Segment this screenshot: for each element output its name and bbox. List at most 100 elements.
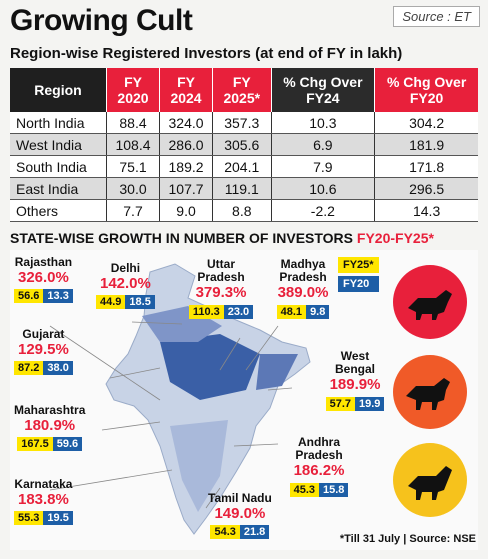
cell-chg24: 6.9 [270,133,375,156]
cell-chg20: 171.8 [374,155,478,178]
cell-region: Others [10,199,107,222]
header-fy2020: FY 2020 [105,68,160,112]
leader-line [233,443,279,447]
state-growth-pct: 186.2% [293,462,345,480]
bull-icon [393,265,467,339]
state-card-gujarat: Gujarat 129.5% 87.2 38.0 [14,327,73,376]
state-growth-pct: 149.0% [214,505,266,523]
table-row: South India 75.1 189.2 204.1 7.9 171.8 [10,155,478,178]
section-title-main: STATE-WISE GROWTH IN NUMBER OF INVESTORS [10,230,357,246]
cell-chg20: 14.3 [374,199,478,222]
cell-fy2020: 108.4 [105,133,160,156]
cell-fy2024: 286.0 [159,133,213,156]
fy25-value: 54.3 [210,525,240,540]
cell-fy2025: 119.1 [212,177,271,200]
fy25-value: 167.5 [17,437,53,452]
cell-chg20: 296.5 [374,177,478,200]
state-name: Karnataka [14,477,73,491]
fy25-value: 87.2 [14,361,44,376]
cell-fy2024: 189.2 [159,155,213,178]
state-name: Uttar Pradesh [197,257,245,285]
state-name: Delhi [110,261,141,275]
fy20-value: 18.5 [125,295,155,310]
fy25-value: 48.1 [276,304,307,319]
leader-line [245,325,279,371]
header-fy2025: FY 2025* [212,68,271,112]
header-chg-fy24: % Chg Over FY24 [270,68,375,112]
cell-chg24: -2.2 [270,199,375,222]
header-region: Region [10,68,107,112]
cell-fy2020: 7.7 [105,199,160,222]
state-growth-pct: 189.9% [329,376,381,394]
state-name: Andhra Pradesh [295,435,343,463]
state-growth-pct: 183.8% [17,491,69,509]
fy20-value: 19.5 [43,511,73,526]
cell-chg24: 10.6 [270,177,375,200]
cell-fy2025: 204.1 [212,155,271,178]
section-title-highlight: FY20-FY25* [356,230,434,246]
cell-chg24: 7.9 [270,155,375,178]
state-name: Gujarat [22,327,65,341]
cell-chg20: 181.9 [374,133,478,156]
map-region-south [170,420,228,512]
leader-line [109,367,161,379]
cell-fy2024: 324.0 [159,112,213,134]
fy20-value: 13.3 [43,289,73,304]
fy25-value: 57.7 [325,396,355,411]
state-growth-pct: 142.0% [99,275,151,293]
legend: FY25* FY20 [338,257,379,292]
cell-region: North India [10,112,107,134]
bull-icon [393,355,467,429]
fy20-value: 15.8 [319,482,349,497]
fy25-value: 56.6 [14,289,44,304]
cell-fy2020: 30.0 [105,177,160,200]
cell-chg20: 304.2 [374,112,478,134]
state-card-andhra-pradesh: Andhra Pradesh 186.2% 45.3 15.8 [286,435,352,498]
fy20-value: 23.0 [223,304,254,319]
table-row: East India 30.0 107.7 119.1 10.6 296.5 [10,177,478,200]
legend-fy20: FY20 [338,276,379,292]
fy25-value: 45.3 [289,482,319,497]
state-card-madhya-pradesh: Madhya Pradesh 389.0% 48.1 9.8 [272,257,334,320]
state-name: Rajasthan [14,255,73,269]
leader-line [219,337,241,371]
cell-fy2025: 8.8 [212,199,271,222]
fy20-value: 21.8 [239,525,270,540]
state-card-tamil-nadu: Tamil Nadu 149.0% 54.3 21.8 [208,491,272,540]
cell-region: South India [10,155,107,178]
map-region-central [160,334,260,400]
cell-fy2024: 107.7 [159,177,213,200]
region-investors-table: Region FY 2020 FY 2024 FY 2025* % Chg Ov… [10,68,478,222]
cell-fy2024: 9.0 [159,199,213,222]
state-name: Tamil Nadu [208,491,272,505]
source-tag: Source : ET [393,6,480,27]
state-growth-pct: 180.9% [24,417,76,435]
leader-line [131,321,183,325]
cell-fy2020: 88.4 [105,112,160,134]
header-fy2024: FY 2024 [159,68,213,112]
state-card-karnataka: Karnataka 183.8% 55.3 19.5 [14,477,73,526]
cell-fy2025: 357.3 [212,112,271,134]
state-card-maharashtra: Maharashtra 180.9% 167.5 59.6 [14,403,86,452]
table-row: North India 88.4 324.0 357.3 10.3 304.2 [10,112,478,134]
footnote: *Till 31 July | Source: NSE [339,533,476,545]
table-row: Others 7.7 9.0 8.8 -2.2 14.3 [10,199,478,222]
cell-fy2025: 305.6 [212,133,271,156]
state-card-rajasthan: Rajasthan 326.0% 56.6 13.3 [14,255,73,304]
cell-region: West India [10,133,107,156]
fy20-value: 19.9 [355,396,385,411]
state-name: Maharashtra [14,403,86,417]
leader-line [267,387,293,391]
table-header-row: Region FY 2020 FY 2024 FY 2025* % Chg Ov… [10,68,478,112]
section-title: STATE-WISE GROWTH IN NUMBER OF INVESTORS… [10,230,434,246]
fy25-value: 110.3 [188,304,224,319]
table-row: West India 108.4 286.0 305.6 6.9 181.9 [10,133,478,156]
leader-line [101,421,161,431]
leader-line [205,487,221,509]
header-chg-fy20: % Chg Over FY20 [374,68,478,112]
fy20-value: 59.6 [52,437,83,452]
state-growth-pct: 129.5% [17,341,69,359]
table-subtitle: Region-wise Registered Investors (at end… [10,45,403,62]
bull-icon [393,443,467,517]
